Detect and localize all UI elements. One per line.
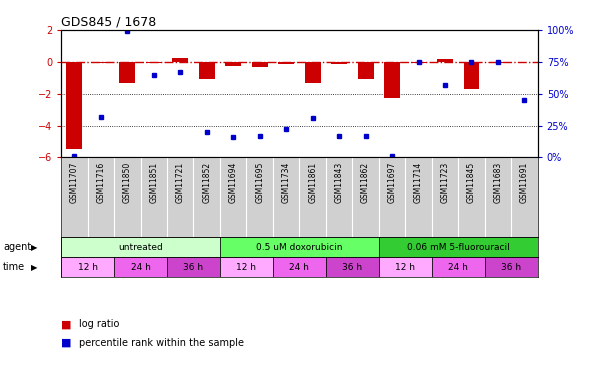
Bar xyxy=(384,62,400,99)
Bar xyxy=(326,258,379,278)
Bar xyxy=(305,62,321,82)
Text: 36 h: 36 h xyxy=(342,263,362,272)
Text: GSM11862: GSM11862 xyxy=(361,161,370,202)
Bar xyxy=(485,258,538,278)
Text: 12 h: 12 h xyxy=(395,263,415,272)
Bar xyxy=(464,62,480,89)
Text: GSM11852: GSM11852 xyxy=(202,161,211,202)
Text: GSM11861: GSM11861 xyxy=(308,161,317,202)
Bar xyxy=(146,62,162,63)
Text: percentile rank within the sample: percentile rank within the sample xyxy=(79,338,244,348)
Bar xyxy=(220,258,273,278)
Text: 12 h: 12 h xyxy=(78,263,98,272)
Bar xyxy=(93,62,109,63)
Bar xyxy=(490,62,506,63)
Text: ■: ■ xyxy=(61,320,71,329)
Bar xyxy=(432,258,485,278)
Bar xyxy=(331,62,347,64)
Text: untreated: untreated xyxy=(118,243,163,252)
Text: agent: agent xyxy=(3,243,31,252)
Text: 24 h: 24 h xyxy=(290,263,309,272)
Text: 0.5 uM doxorubicin: 0.5 uM doxorubicin xyxy=(256,243,343,252)
Bar xyxy=(220,237,379,258)
Text: ▶: ▶ xyxy=(31,243,37,252)
Bar xyxy=(61,237,220,258)
Bar xyxy=(114,258,167,278)
Text: GSM11851: GSM11851 xyxy=(149,161,158,202)
Text: GSM11850: GSM11850 xyxy=(123,161,132,202)
Text: ▶: ▶ xyxy=(31,263,37,272)
Text: GSM11716: GSM11716 xyxy=(97,161,105,202)
Bar xyxy=(278,62,294,64)
Text: GSM11697: GSM11697 xyxy=(387,161,397,203)
Bar xyxy=(252,62,268,67)
Text: GSM11723: GSM11723 xyxy=(441,161,450,202)
Bar xyxy=(61,258,114,278)
Bar xyxy=(225,62,241,66)
Text: time: time xyxy=(3,262,25,273)
Text: log ratio: log ratio xyxy=(79,320,120,329)
Text: GSM11694: GSM11694 xyxy=(229,161,238,203)
Text: GSM11714: GSM11714 xyxy=(414,161,423,202)
Bar xyxy=(379,258,432,278)
Bar xyxy=(172,58,188,62)
Text: GSM11691: GSM11691 xyxy=(520,161,529,202)
Text: GSM11695: GSM11695 xyxy=(255,161,264,203)
Bar xyxy=(357,62,373,80)
Text: 36 h: 36 h xyxy=(183,263,203,272)
Text: GSM11707: GSM11707 xyxy=(70,161,79,203)
Bar xyxy=(437,58,453,62)
Bar xyxy=(411,62,426,63)
Bar xyxy=(379,237,538,258)
Text: ■: ■ xyxy=(61,338,71,348)
Bar xyxy=(119,62,135,82)
Text: 12 h: 12 h xyxy=(236,263,257,272)
Text: 0.06 mM 5-fluorouracil: 0.06 mM 5-fluorouracil xyxy=(407,243,510,252)
Text: GSM11734: GSM11734 xyxy=(282,161,291,203)
Text: GSM11845: GSM11845 xyxy=(467,161,476,202)
Text: 36 h: 36 h xyxy=(501,263,521,272)
Text: GSM11843: GSM11843 xyxy=(335,161,343,202)
Text: GSM11683: GSM11683 xyxy=(494,161,502,202)
Text: 24 h: 24 h xyxy=(448,263,468,272)
Text: 24 h: 24 h xyxy=(131,263,150,272)
Bar xyxy=(167,258,220,278)
Bar xyxy=(273,258,326,278)
Text: GDS845 / 1678: GDS845 / 1678 xyxy=(61,16,156,29)
Bar xyxy=(67,62,82,149)
Text: GSM11721: GSM11721 xyxy=(176,161,185,202)
Bar xyxy=(199,62,214,80)
